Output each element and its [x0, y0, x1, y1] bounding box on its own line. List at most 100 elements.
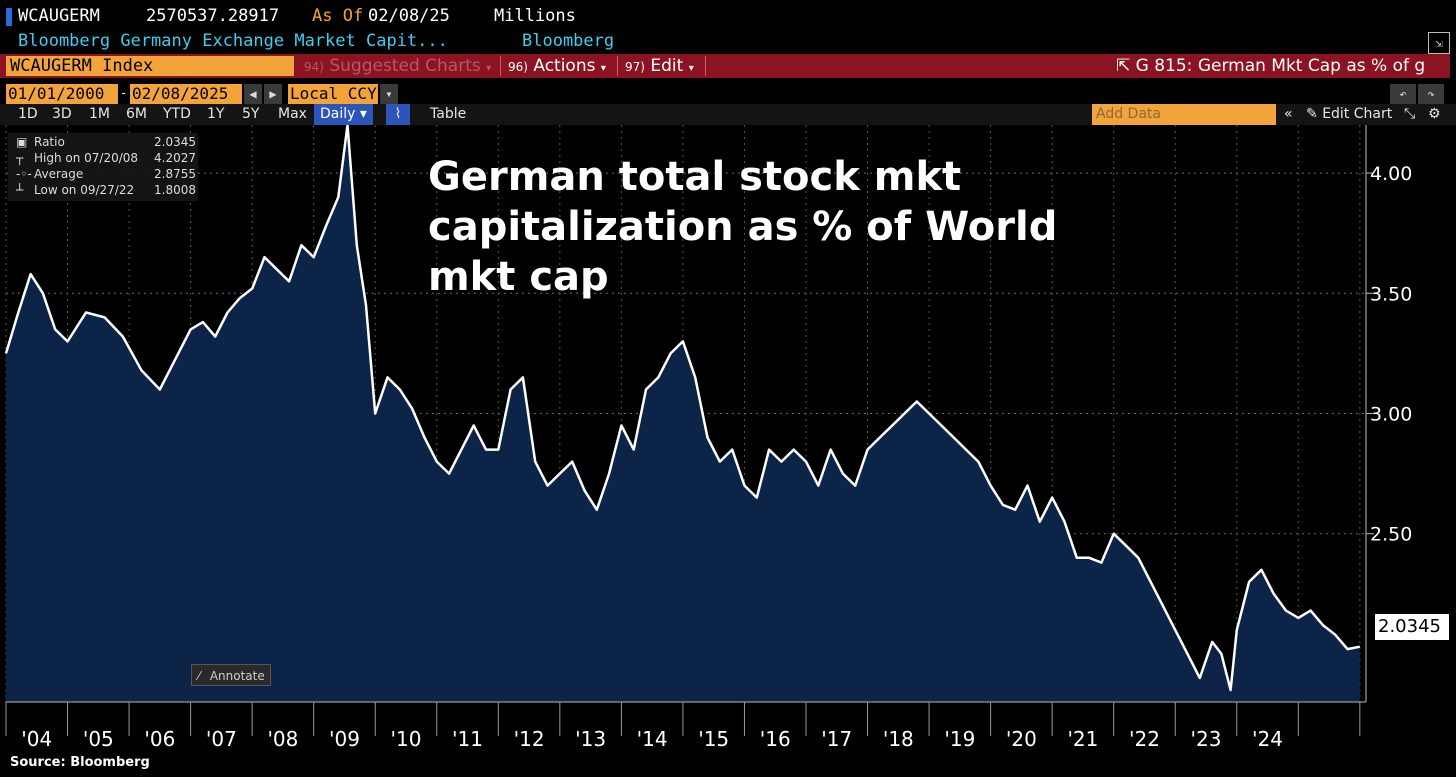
y-tick-label: 2.50: [1370, 524, 1412, 546]
menu-label: Actions: [533, 56, 596, 76]
y-axis: 2.50 3.00 3.50 4.00: [1365, 125, 1412, 702]
legend-value: 4.2027: [154, 151, 196, 165]
edit-menu[interactable]: 97) Edit ▾: [625, 55, 694, 77]
chart-title-line: German total stock mkt: [428, 154, 962, 200]
legend-label: Ratio: [34, 135, 65, 149]
period-ytd[interactable]: YTD: [163, 106, 191, 122]
as-of-date: 02/08/25: [368, 6, 450, 26]
chart-tools-icon[interactable]: ⤡: [1404, 106, 1416, 122]
source-name: Bloomberg: [522, 31, 615, 51]
legend-value: 2.8755: [154, 167, 196, 181]
edit-chart-button[interactable]: ✎ Edit Chart: [1306, 106, 1393, 122]
legend-value: 2.0345: [154, 135, 196, 149]
frequency-select[interactable]: Daily ▾: [314, 104, 373, 125]
source-note: Source: Bloomberg: [10, 755, 150, 770]
date-range-row: 01/01/2000 - 02/08/2025 ◀ ▶ Local CCY ▾ …: [0, 84, 1456, 104]
add-data-input[interactable]: Add Data: [1092, 104, 1276, 125]
series-line: [4, 125, 1361, 692]
date-separator: -: [120, 86, 128, 100]
period-1d[interactable]: 1D: [18, 106, 38, 122]
menu-number: 97): [625, 60, 645, 74]
legend-low[interactable]: ┴ Low on 09/27/22 1.8008: [12, 182, 198, 198]
period-max[interactable]: Max: [278, 106, 307, 122]
ticker-label[interactable]: WCAUGERM: [18, 6, 100, 26]
security-input[interactable]: WCAUGERM Index: [6, 56, 294, 76]
security-description: Bloomberg Germany Exchange Market Capit.…: [18, 31, 448, 51]
start-date-value: 01/01/2000: [8, 84, 105, 103]
edit-chart-label: Edit Chart: [1322, 106, 1393, 122]
x-tick-label: '24: [1252, 727, 1283, 751]
legend-value: 1.8008: [154, 183, 196, 197]
x-tick-label: '16: [760, 727, 791, 751]
x-tick-label: '06: [144, 727, 175, 751]
actions-menu[interactable]: 96) Actions ▾: [508, 55, 606, 77]
currency-dropdown-icon[interactable]: ▾: [380, 84, 398, 104]
x-axis: '04 '05 '06 '07 '08 '09 '10 '11 '12 '13 '14 '15 '16 '…: [5, 701, 1366, 751]
x-tick-label: '04: [21, 727, 52, 751]
average-marker-icon: -◦-: [16, 167, 32, 181]
refresh-icon[interactable]: ↷: [1418, 84, 1444, 104]
low-marker-icon: ┴: [16, 183, 24, 197]
suggested-charts-menu[interactable]: 94) Suggested Charts ▾: [304, 55, 491, 77]
x-tick-label: '21: [1067, 727, 1098, 751]
line-chart-icon[interactable]: ⌇: [386, 104, 410, 125]
collapse-icon[interactable]: «: [1284, 106, 1293, 122]
x-tick-label: '19: [944, 727, 975, 751]
annotate-button[interactable]: ⁄ Annotate: [191, 664, 271, 686]
undo-icon[interactable]: ↶: [1390, 84, 1416, 104]
period-5y[interactable]: 5Y: [242, 106, 260, 122]
y-tick-label: 4.00: [1370, 163, 1412, 185]
legend-label: Average: [34, 167, 84, 181]
currency-select[interactable]: Local CCY: [288, 84, 378, 104]
next-range-button[interactable]: ▶: [264, 84, 282, 104]
menu-number: 96): [508, 60, 528, 74]
x-tick-label: '08: [267, 727, 298, 751]
legend-average[interactable]: -◦- Average 2.8755: [12, 166, 198, 182]
end-date-input[interactable]: 02/08/2025: [130, 84, 242, 104]
chart-title-line: capitalization as % of World: [428, 204, 1058, 250]
period-1m[interactable]: 1M: [89, 106, 110, 122]
y-tick-label: 3.00: [1370, 404, 1412, 426]
legend-high[interactable]: ┬ High on 07/20/08 4.2027: [12, 150, 198, 166]
ratio-swatch-icon: ▣: [16, 135, 28, 149]
x-tick-label: '23: [1191, 727, 1222, 751]
x-tick-label: '14: [637, 727, 668, 751]
chart-legend: ▣ Ratio 2.0345 ┬ High on 07/20/08 4.2027…: [8, 133, 198, 201]
y-tick-label: 3.50: [1370, 283, 1412, 305]
frequency-value: Daily: [320, 106, 356, 122]
x-tick-label: '05: [83, 727, 114, 751]
table-tab[interactable]: Table: [430, 106, 467, 122]
x-tick-label: '18: [883, 727, 914, 751]
x-tick-label: '09: [329, 727, 360, 751]
x-tick-label: '07: [206, 727, 237, 751]
high-marker-icon: ┬: [16, 151, 24, 165]
menu-number: 94): [304, 60, 324, 74]
chevron-down-icon: ▾: [600, 63, 606, 74]
gear-icon[interactable]: ⚙: [1428, 106, 1441, 122]
units-label: Millions: [494, 6, 576, 26]
x-tick-label: '17: [821, 727, 852, 751]
x-tick-label: '15: [698, 727, 729, 751]
menu-label: Edit: [650, 56, 684, 76]
prev-range-button[interactable]: ◀: [244, 84, 262, 104]
pencil-icon: ⁄: [198, 669, 201, 683]
period-1y[interactable]: 1Y: [207, 106, 225, 122]
export-icon: ⇱: [1116, 56, 1131, 76]
currency-value: Local CCY: [290, 84, 377, 103]
popout-icon[interactable]: ⇲: [1428, 32, 1450, 54]
menu-divider: [705, 56, 706, 76]
period-3d[interactable]: 3D: [52, 106, 72, 122]
chart-title: German total stock mkt capitalization as…: [428, 152, 1108, 302]
x-tick-label: '13: [575, 727, 606, 751]
legend-ratio[interactable]: ▣ Ratio 2.0345: [12, 134, 198, 150]
chart-id[interactable]: ⇱ G 815: German Mkt Cap as % of g: [1116, 55, 1425, 77]
security-marker: [6, 8, 12, 26]
chevron-down-icon: ▾: [688, 63, 694, 74]
x-tick-label: '20: [1006, 727, 1037, 751]
menu-divider: [617, 56, 618, 76]
security-header: WCAUGERM 2570537.28917 As Of 02/08/25 Mi…: [6, 6, 1446, 28]
start-date-input[interactable]: 01/01/2000: [6, 84, 118, 104]
period-toolbar: 1D 3D 1M 6M YTD 1Y 5Y Max Daily ▾ ⌇ Tabl…: [0, 104, 1456, 125]
period-6m[interactable]: 6M: [126, 106, 147, 122]
series-area: [6, 125, 1360, 702]
